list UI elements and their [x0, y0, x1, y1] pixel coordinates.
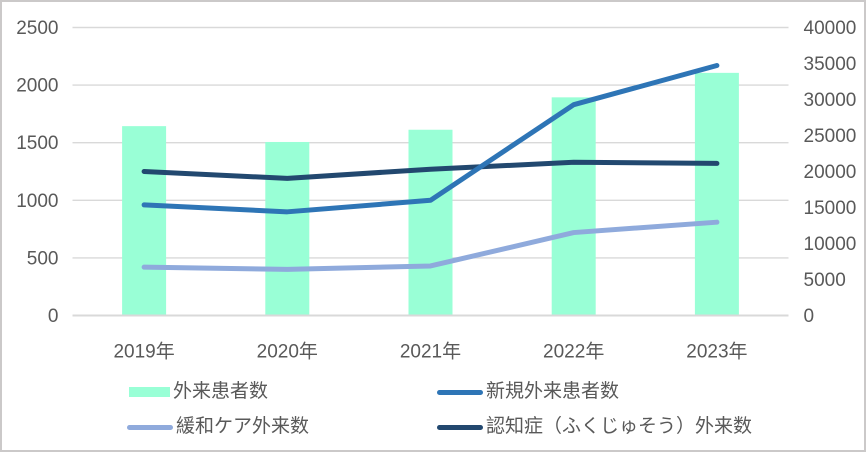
left-axis-tick-label: 1000: [16, 191, 58, 212]
right-axis-tick-label: 30000: [804, 90, 857, 111]
right-axis-tick-label: 25000: [804, 126, 857, 147]
right-axis-tick-label: 40000: [804, 18, 857, 39]
left-axis-tick-label: 500: [27, 248, 59, 269]
legend-label: 外来患者数: [173, 381, 269, 402]
x-axis-label: 2020年: [257, 341, 318, 363]
legend-line-swatch-icon: [437, 389, 483, 395]
x-axis-label: 2022年: [543, 341, 604, 363]
right-axis-tick-label: 20000: [804, 162, 857, 183]
line-series: [141, 219, 720, 272]
bar-2021年: [408, 129, 453, 316]
legend-label: 緩和ケア外来数: [176, 416, 310, 437]
x-axis-label: 2019年: [113, 341, 174, 363]
left-axis-tick-label: 1500: [16, 133, 58, 154]
legend-bar-swatch-icon: [129, 387, 170, 397]
bar-2019年: [122, 126, 167, 316]
bar-2023年: [694, 72, 739, 316]
legend-line-swatch-icon: [127, 424, 173, 430]
legend-item-dementia-count: 認知症（ふくじゅそう）外来数: [437, 416, 752, 438]
x-axis-label: 2021年: [400, 341, 461, 363]
x-axis-label: 2023年: [686, 341, 747, 363]
bar-2022年: [551, 97, 596, 316]
right-axis-tick-label: 0: [804, 306, 815, 327]
legend-item-palliative-care-count: 緩和ケア外来数: [127, 416, 309, 438]
line-series: [141, 159, 720, 181]
left-axis-tick-label: 2500: [16, 18, 58, 39]
bar-2020年: [265, 141, 310, 316]
right-axis-tick-label: 15000: [804, 198, 857, 219]
right-axis-tick-label: 10000: [804, 234, 857, 255]
legend-label: 新規外来患者数: [486, 381, 620, 402]
right-axis-tick-label: 35000: [804, 54, 857, 75]
left-axis-tick-label: 0: [48, 306, 59, 327]
right-axis-tick-label: 5000: [804, 270, 846, 291]
legend-label: 認知症（ふくじゅそう）外来数: [486, 416, 753, 437]
legend-line-swatch-icon: [437, 424, 483, 430]
legend-item-new-outpatient-count: 新規外来患者数: [437, 381, 619, 403]
left-axis-tick-label: 2000: [16, 76, 58, 97]
line-series: [141, 63, 720, 215]
legend-item-outpatient-count: 外来患者数: [129, 381, 268, 403]
